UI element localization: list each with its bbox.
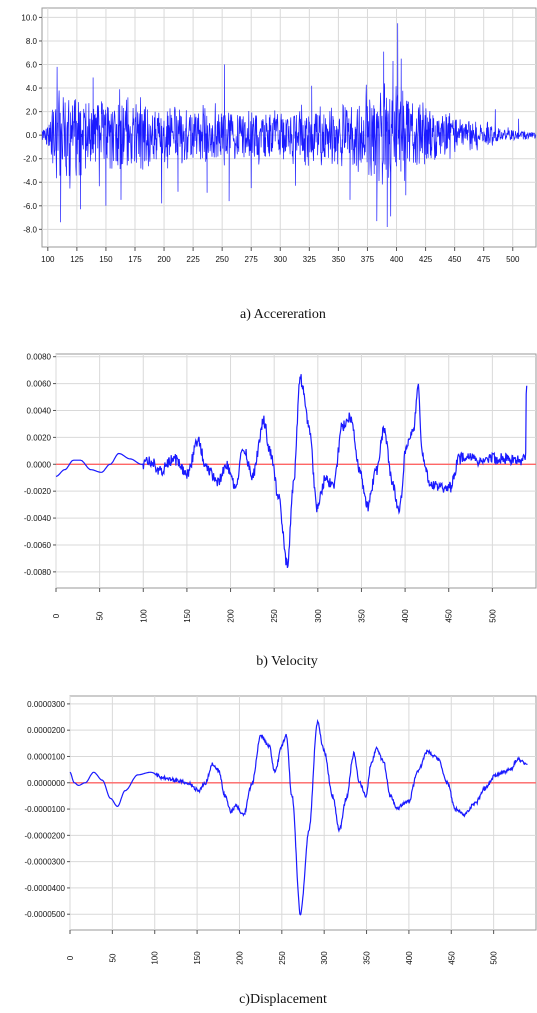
- x-tick-label: 200: [235, 951, 244, 965]
- y-tick-label: -0.0000200: [25, 831, 66, 840]
- x-tick-label: 50: [96, 611, 105, 620]
- x-tick-label: 475: [477, 255, 491, 264]
- x-tick-label: 450: [445, 609, 454, 623]
- x-tick-label: 325: [303, 255, 317, 264]
- y-tick-label: -0.0020: [24, 487, 52, 496]
- x-tick-label: 300: [320, 951, 329, 965]
- series-line: [69, 718, 528, 916]
- x-tick-label: 400: [401, 609, 410, 623]
- chart-displacement: 0.0000300 0.0000200 0.0000100 0.0000000 -0.0…: [25, 695, 537, 1007]
- x-tick-label: 425: [419, 255, 433, 264]
- x-axis-ticks: 100 125 150 175 200 225 250 275 300 325 350 375 400 4…: [41, 247, 520, 264]
- y-axis-ticks: 0.0080 0.0060 0.0040 0.0020 0.0000 -0.0020 -0.…: [24, 353, 56, 577]
- x-axis-ticks: 0 50 100 150 200 250 300 350 400 450 500: [66, 930, 499, 965]
- y-axis-ticks: 10.0 8.0 6.0 4.0 2.0 0.0 -2.0 -4.0 -6.0 -8.0: [21, 13, 42, 234]
- plot-area-frame: [55, 353, 537, 589]
- x-tick-label: 450: [447, 951, 456, 965]
- y-tick-label: 8.0: [26, 37, 38, 46]
- y-axis-ticks: 0.0000300 0.0000200 0.0000100 0.0000000 -0.0…: [25, 700, 70, 919]
- y-tick-label: 0.0000100: [27, 752, 65, 761]
- x-tick-label: 200: [227, 609, 236, 623]
- series-line: [41, 23, 537, 228]
- x-tick-label: 150: [99, 255, 113, 264]
- velocity-signal: [55, 374, 528, 568]
- x-tick-label: 400: [390, 255, 404, 264]
- x-tick-label: 0: [66, 955, 75, 960]
- y-tick-label: -0.0000400: [25, 884, 66, 893]
- chart-caption-displacement: c)Displacement: [239, 992, 327, 1007]
- y-tick-label: -0.0000500: [25, 910, 66, 919]
- y-tick-label: -4.0: [23, 178, 37, 187]
- y-tick-label: 0.0080: [27, 353, 52, 362]
- displacement-signal: [69, 718, 528, 916]
- x-tick-label: 100: [139, 609, 148, 623]
- x-tick-label: 150: [193, 951, 202, 965]
- y-tick-label: 0.0000000: [27, 779, 65, 788]
- y-tick-label: 0.0000200: [27, 726, 65, 735]
- x-tick-label: 350: [332, 255, 346, 264]
- chart-acceleration: 10.08.06.04.02.00.0-2.0-4.0-6.0-8.0 100 1…: [21, 7, 537, 322]
- y-tick-label: -0.0000100: [25, 805, 66, 814]
- y-tick-label: 0.0: [26, 131, 38, 140]
- y-tick-label: -2.0: [23, 155, 37, 164]
- grid-lines: [69, 696, 536, 930]
- x-tick-label: 150: [183, 609, 192, 623]
- x-tick-label: 125: [70, 255, 84, 264]
- x-tick-label: 500: [488, 609, 497, 623]
- x-tick-label: 250: [215, 255, 229, 264]
- x-tick-label: 450: [448, 255, 462, 264]
- x-axis-ticks: 0 50 100 150 200 250 300 350 400 450 500: [52, 588, 497, 623]
- x-tick-label: 0: [52, 613, 61, 618]
- y-tick-label: 0.0060: [27, 380, 52, 389]
- x-tick-label: 275: [245, 255, 259, 264]
- y-tick-label: -6.0: [23, 202, 37, 211]
- y-tick-label: 4.0: [26, 84, 38, 93]
- acceleration-signal: [41, 23, 537, 228]
- x-tick-label: 350: [363, 951, 372, 965]
- x-tick-label: 225: [186, 255, 200, 264]
- series-line: [55, 374, 528, 568]
- x-tick-label: 100: [41, 255, 55, 264]
- y-tick-label: 2.0: [26, 108, 38, 117]
- x-tick-label: 200: [157, 255, 171, 264]
- x-tick-label: 250: [278, 951, 287, 965]
- x-tick-label: 500: [490, 951, 499, 965]
- y-tick-label: -8.0: [23, 225, 37, 234]
- chart-caption-velocity: b) Velocity: [256, 654, 318, 669]
- y-tick-label: -0.0040: [24, 514, 52, 523]
- x-tick-label: 300: [274, 255, 288, 264]
- y-tick-label: 10.0: [21, 13, 37, 22]
- x-tick-label: 375: [361, 255, 375, 264]
- x-tick-label: 250: [270, 609, 279, 623]
- y-tick-label: -0.0080: [24, 568, 52, 577]
- y-tick-label: 0.0000: [27, 460, 52, 469]
- x-tick-label: 400: [405, 951, 414, 965]
- y-tick-label: -0.0060: [24, 541, 52, 550]
- x-tick-label: 50: [108, 953, 117, 962]
- chart-velocity: 0.0080 0.0060 0.0040 0.0020 0.0000 -0.0020 -0.…: [24, 353, 537, 669]
- y-tick-label: 0.0040: [27, 406, 52, 415]
- y-tick-label: -0.0000300: [25, 858, 66, 867]
- x-tick-label: 100: [151, 951, 160, 965]
- x-tick-label: 350: [357, 609, 366, 623]
- y-tick-label: 0.0000300: [27, 700, 65, 709]
- x-tick-label: 500: [506, 255, 520, 264]
- x-tick-label: 175: [128, 255, 142, 264]
- y-tick-label: 6.0: [26, 61, 38, 70]
- y-tick-label: 0.0020: [27, 433, 52, 442]
- chart-caption-acceleration: a) Accereration: [240, 307, 326, 322]
- x-tick-label: 300: [314, 609, 323, 623]
